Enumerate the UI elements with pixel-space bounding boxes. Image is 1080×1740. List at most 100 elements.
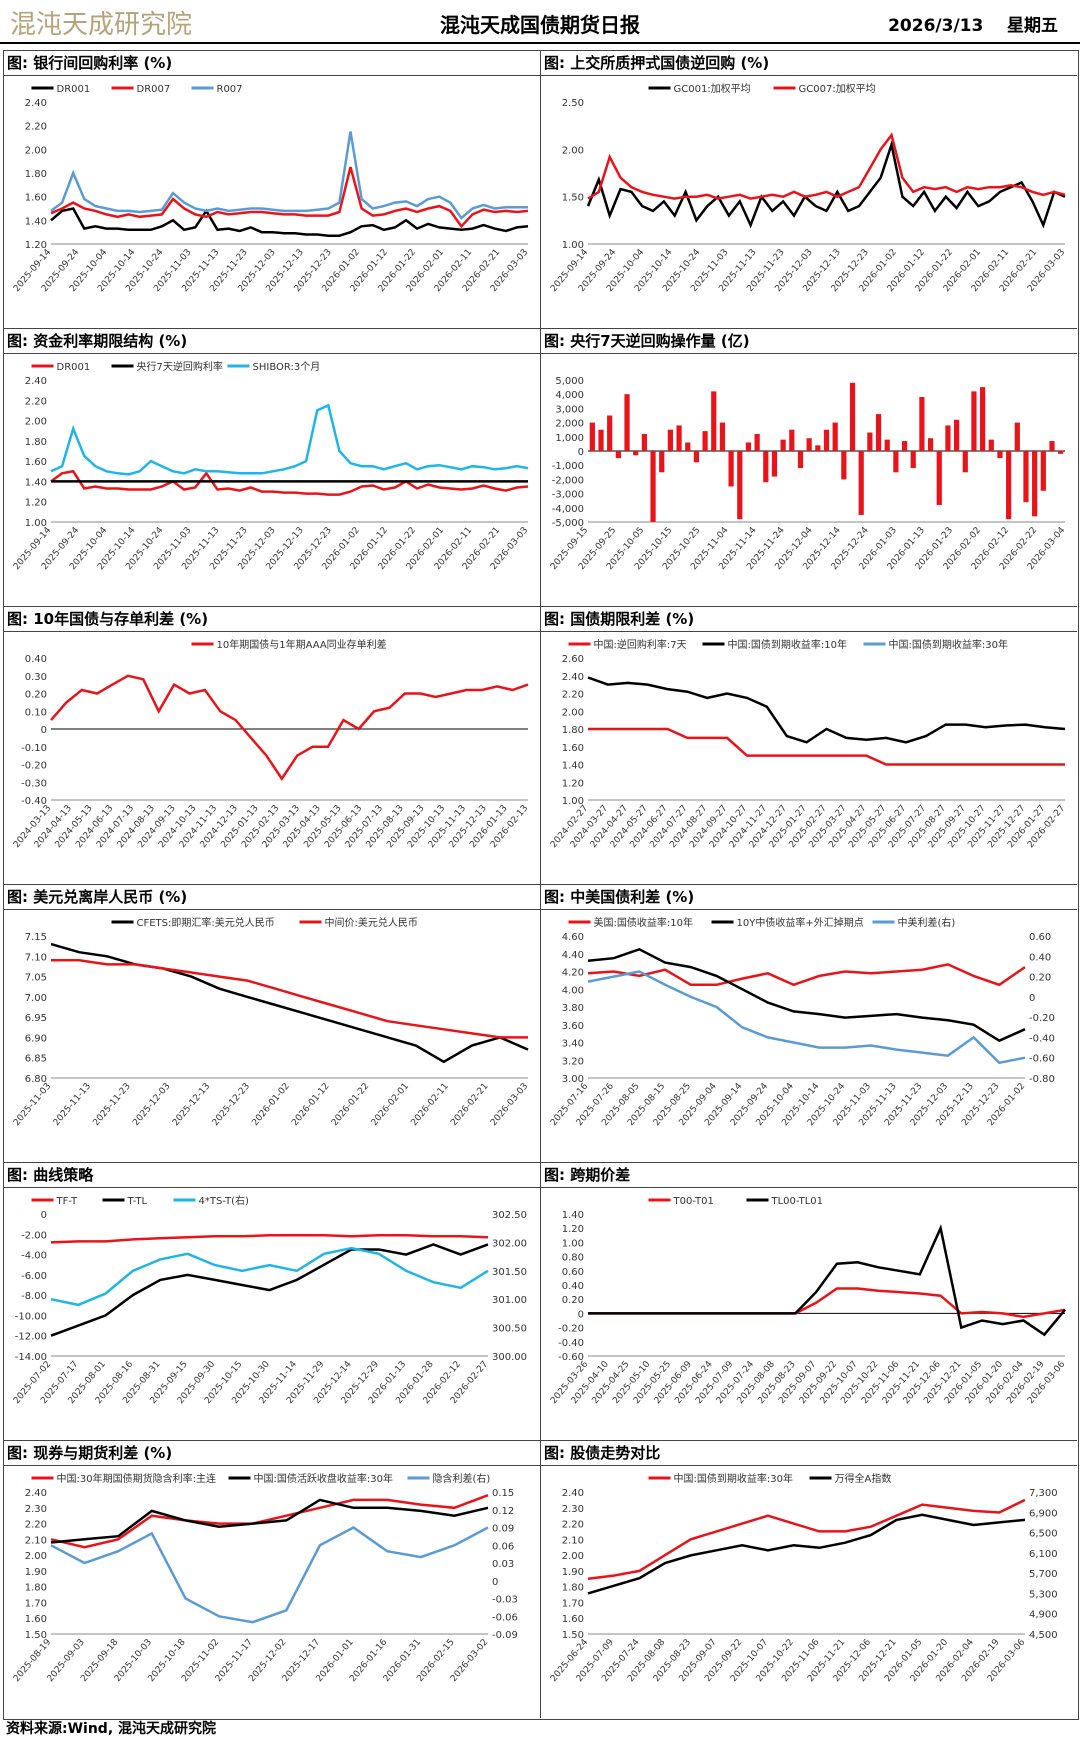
y-tick-label: 2.00	[562, 145, 584, 156]
y2-tick-label: 6,500	[1029, 1529, 1058, 1540]
y-tick-label: 1.60	[562, 1614, 584, 1625]
y-tick-label: 1.20	[562, 778, 584, 789]
y2-tick-label: -0.06	[492, 1612, 518, 1623]
series-line	[588, 1224, 1066, 1337]
bar	[849, 382, 856, 451]
y-tick-label: 0.40	[562, 1281, 584, 1292]
y-tick-label: 2.40	[25, 98, 47, 109]
series-line	[51, 959, 528, 1039]
legend-entry: R007	[191, 84, 243, 95]
legend-entry: CFETS:即期汇率:美元兑人民币	[111, 916, 275, 929]
y2-tick-label: -0.80	[1029, 1074, 1055, 1085]
legend-entry: GC001:加权平均	[648, 82, 751, 95]
y2-tick-label: 0.20	[1029, 973, 1051, 984]
bar	[867, 432, 873, 451]
bar	[763, 451, 769, 483]
y-tick-label: 1.80	[25, 169, 47, 180]
legend-entry: 中国:国债活跃收盘收益率:30年	[228, 1472, 393, 1485]
series-line	[50, 403, 529, 476]
legend-entry: 中美利差(右)	[872, 916, 955, 929]
y-tick-label: 2.40	[25, 1488, 47, 1499]
x-tick-label: 2026-03-03	[489, 1082, 530, 1129]
bar	[659, 451, 665, 473]
y-tick-label: 2.20	[25, 396, 47, 407]
bar	[806, 438, 812, 451]
y-tick-label: 1.40	[25, 216, 47, 227]
legend-entry: GC007:加权平均	[773, 82, 876, 95]
y-tick-label: -2,000	[552, 475, 584, 486]
bar	[711, 391, 717, 451]
x-tick-label: 2025-12-23	[211, 1082, 252, 1129]
bar	[875, 414, 882, 451]
chart-7: CFETS:即期汇率:美元兑人民币 中间价:美元兑人民币 6.80 6.85 6.90 6…	[12, 916, 530, 1129]
legend-label: 中国:30年期国债期货隐含利率:主连	[57, 1472, 216, 1485]
legend-entry: 中国:国债到期收益率:30年	[648, 1472, 793, 1485]
y-tick-label: 2.20	[562, 690, 584, 701]
bar	[728, 451, 734, 487]
y-tick-label: 6.90	[25, 1033, 47, 1044]
bar	[832, 422, 838, 451]
chart-1: DR001 DR007 R007 1.20 1.40 1.60 1.80 2.00 2.20 2.…	[12, 84, 530, 294]
y-tick-label: 3.20	[562, 1056, 584, 1067]
y2-tick-label: 302.00	[492, 1238, 527, 1249]
y-tick-label: -3,000	[552, 490, 584, 501]
bar	[633, 451, 639, 456]
report-date: 2026/3/13 星期五	[888, 16, 1058, 36]
series-line	[50, 942, 529, 1064]
y2-tick-label: 300.00	[492, 1352, 527, 1363]
legend-label: 中国:逆回购利率:7天	[594, 638, 687, 651]
y-tick-label: 1.20	[562, 1224, 584, 1235]
y-tick-label: 1.80	[562, 725, 584, 736]
y-tick-label: -0.20	[21, 761, 47, 772]
y2-tick-label: 0.09	[492, 1524, 514, 1535]
y-tick-label: 0.80	[562, 1253, 584, 1264]
bar	[797, 451, 804, 469]
bar	[815, 445, 821, 451]
bar	[927, 438, 934, 451]
legend-label: TL00-TL01	[771, 1196, 824, 1207]
y-tick-label: -1,000	[552, 461, 584, 472]
y2-tick-label: 6,100	[1029, 1549, 1058, 1560]
report-header: 混沌天成研究院 混沌天成国债期货日报 2026/3/13 星期五	[0, 0, 1080, 44]
y-tick-label: 1.20	[25, 240, 47, 251]
bar	[641, 433, 647, 451]
bar	[936, 451, 942, 505]
bar	[893, 451, 899, 473]
chart-grid	[3, 50, 1079, 1720]
y-tick-label: 0.30	[25, 672, 47, 683]
bar	[745, 442, 752, 451]
y-tick-label: 0.20	[562, 1295, 584, 1306]
y-tick-label: 7.05	[25, 973, 47, 984]
legend-entry: 中国:逆回购利率:7天	[568, 638, 687, 651]
chart-3: DR001 央行7天逆回购利率 SHIBOR:3个月 1.00 1.20 1.40 1.60…	[12, 360, 530, 572]
y-tick-label: 2.40	[562, 1488, 584, 1499]
legend-entry: 10年期国债与1年期AAA同业存单利差	[191, 638, 387, 651]
x-tick-label: 2025-12-13	[171, 1082, 212, 1129]
y-tick-label: 2.40	[562, 672, 584, 683]
y-tick-label: 4.00	[562, 985, 584, 996]
y-tick-label: 2.30	[25, 1504, 47, 1515]
y-tick-label: 2.10	[562, 1535, 584, 1546]
legend-entry: 美国:国债收益率:10年	[568, 916, 693, 929]
chart-2: GC001:加权平均 GC007:加权平均1.001.502.002.502025…	[549, 82, 1067, 294]
y-tick-label: -0.40	[21, 796, 47, 807]
y-tick-label: 0.60	[562, 1267, 584, 1278]
legend-label: 10Y中债收益率+外汇掉期点	[737, 916, 864, 929]
bar	[1058, 451, 1064, 454]
y-tick-label: 3.60	[562, 1021, 584, 1032]
y2-tick-label: 0	[492, 1577, 498, 1588]
y-tick-label: 1.50	[25, 1630, 47, 1641]
y-tick-label: 1.80	[25, 437, 47, 448]
legend-entry: 央行7天逆回购利率	[111, 360, 223, 373]
y-tick-label: 3.00	[562, 1074, 584, 1085]
y-tick-label: 4.20	[562, 968, 584, 979]
y-tick-label: -8.00	[21, 1291, 47, 1302]
series-line	[50, 1243, 489, 1337]
y-tick-label: 2.20	[25, 1520, 47, 1531]
series-line	[50, 1246, 489, 1307]
y-tick-label: 4,000	[555, 390, 584, 401]
bar	[980, 387, 986, 451]
legend-entry: SHIBOR:3个月	[227, 361, 320, 373]
x-tick-label: 2026-02-11	[410, 1082, 451, 1129]
legend-label: 中国:国债到期收益率:30年	[889, 638, 1008, 651]
